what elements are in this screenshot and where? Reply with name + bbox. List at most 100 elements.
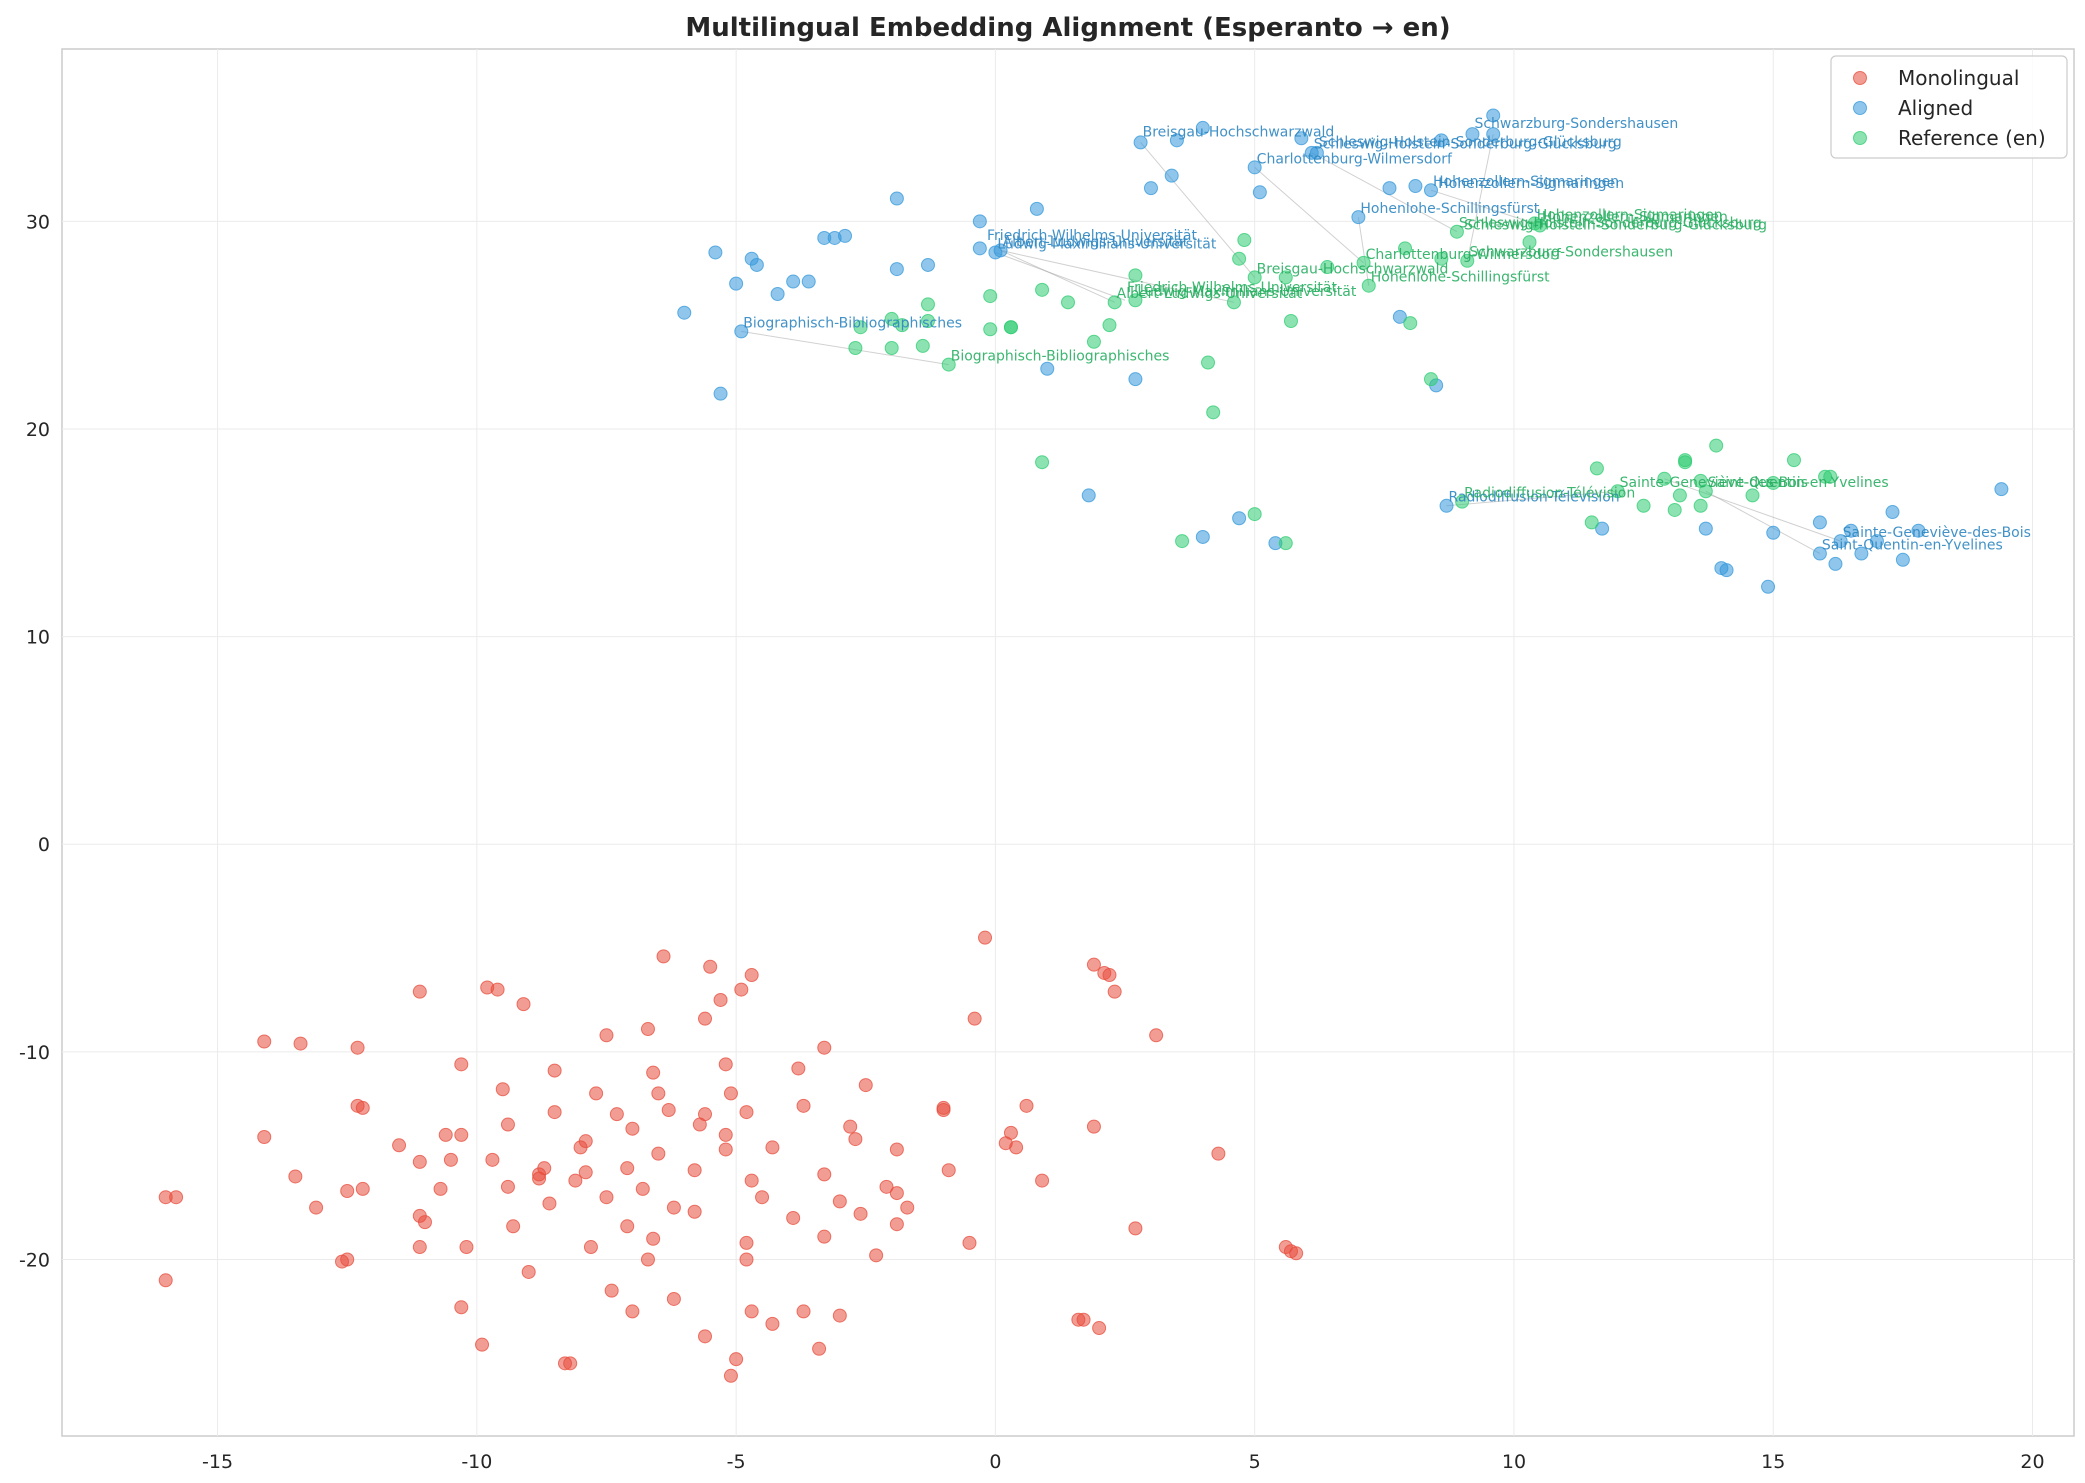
point-reference-en — [1766, 475, 1781, 490]
legend-label: Aligned — [1898, 96, 1973, 120]
point-label: Hohenlohe-Schillingsfürst — [1371, 270, 1550, 286]
point-aligned — [889, 191, 904, 206]
point-reference-en — [1460, 253, 1475, 268]
point-aligned — [1392, 309, 1407, 324]
point-reference-en — [1356, 255, 1371, 270]
point-monolingual — [1107, 984, 1122, 999]
connector-line — [1446, 490, 1618, 507]
point-aligned — [1408, 179, 1423, 194]
grid — [62, 49, 2074, 1436]
point-monolingual — [666, 1291, 681, 1306]
point-reference-en — [1678, 455, 1693, 470]
point-aligned — [1128, 372, 1143, 387]
connector-line — [1357, 217, 1370, 286]
legend-marker — [1853, 101, 1867, 115]
point-monolingual — [355, 1100, 370, 1115]
point-label: Schwarzburg-Sondershausen — [1469, 245, 1673, 261]
point-aligned — [1885, 505, 1900, 520]
point-reference-en — [1403, 316, 1418, 331]
point-monolingual — [656, 949, 671, 964]
point-label: Hohenzollern-Sigmaringen — [1438, 176, 1624, 192]
point-monolingual — [443, 1152, 458, 1167]
connector-line — [741, 330, 949, 366]
connector-line — [1000, 249, 1115, 303]
point-reference-en — [1128, 293, 1143, 308]
point-aligned — [1309, 145, 1324, 160]
point-reference-en — [1589, 461, 1604, 476]
point-monolingual — [817, 1229, 832, 1244]
point-reference-en — [1698, 484, 1713, 499]
point-label: Hohenlohe-Schillingsfürst — [1360, 201, 1539, 217]
point-aligned — [1143, 181, 1158, 196]
point-monolingual — [340, 1183, 355, 1198]
point-label: Schwarzburg-Sondershausen — [1474, 116, 1678, 132]
point-reference-en — [1672, 488, 1687, 503]
point-monolingual — [646, 1065, 661, 1080]
point-monolingual — [853, 1206, 868, 1221]
point-reference-en — [983, 289, 998, 304]
point-aligned — [972, 241, 987, 256]
point-monolingual — [698, 1011, 713, 1026]
point-reference-en — [1035, 455, 1050, 470]
point-monolingual — [718, 1127, 733, 1142]
point-aligned — [1423, 183, 1438, 198]
point-monolingual — [257, 1130, 272, 1145]
y-tick-label: -20 — [19, 1250, 50, 1272]
point-aligned — [1895, 552, 1910, 567]
y-tick-label: 20 — [26, 419, 50, 441]
point-monolingual — [889, 1217, 904, 1232]
point-label: Charlottenburg-Wilmersdorf — [1257, 151, 1453, 167]
point-monolingual — [1283, 1244, 1298, 1259]
point-monolingual — [589, 1086, 604, 1101]
point-monolingual — [734, 982, 749, 997]
x-tick-label: 15 — [1761, 1451, 1785, 1473]
point-label: Saint-Quentin-en-Yvelines — [1708, 475, 1889, 491]
connector-line — [1705, 490, 1821, 554]
point-monolingual — [900, 1200, 915, 1215]
point-monolingual — [1092, 1321, 1107, 1336]
point-monolingual — [698, 1329, 713, 1344]
point-aligned — [1833, 534, 1848, 549]
point-reference-en — [1061, 295, 1075, 310]
point-reference-en — [1657, 471, 1672, 486]
point-reference-en — [1201, 355, 1216, 370]
point-monolingual — [941, 1163, 956, 1178]
point-monolingual — [547, 1105, 562, 1120]
point-monolingual — [454, 1300, 469, 1315]
point-monolingual — [889, 1186, 904, 1201]
point-aligned — [1869, 534, 1884, 549]
point-monolingual — [309, 1200, 324, 1215]
point-aligned — [708, 245, 723, 260]
point-aligned — [1169, 133, 1184, 148]
point-monolingual — [967, 1011, 982, 1026]
point-monolingual — [739, 1252, 754, 1267]
point-aligned — [1382, 181, 1397, 196]
point-aligned — [1195, 120, 1210, 135]
point-monolingual — [599, 1190, 614, 1205]
point-monolingual — [490, 982, 505, 997]
point-reference-en — [983, 322, 998, 337]
point-reference-en — [1693, 498, 1708, 513]
point-aligned — [1812, 546, 1827, 561]
point-monolingual — [796, 1098, 811, 1113]
point-label: Saint-Quentin-en-Yvelines — [1822, 537, 2003, 553]
point-reference-en — [1102, 318, 1117, 333]
x-tick-label: 20 — [2020, 1451, 2044, 1473]
point-monolingual — [796, 1304, 811, 1319]
point-monolingual — [158, 1273, 173, 1288]
point-aligned — [713, 386, 728, 401]
x-tick-label: 0 — [989, 1451, 1001, 1473]
point-reference-en — [1398, 241, 1413, 256]
point-reference-en — [1278, 270, 1293, 285]
point-monolingual — [1003, 1125, 1018, 1140]
point-monolingual — [744, 1304, 759, 1319]
x-tick-label: -5 — [727, 1451, 746, 1473]
point-aligned — [677, 305, 692, 320]
point-aligned — [1439, 498, 1454, 513]
point-monolingual — [651, 1146, 666, 1161]
point-monolingual — [412, 984, 427, 999]
point-monolingual — [293, 1036, 308, 1051]
point-label: Hohenzollern-Sigmaringen — [1537, 207, 1723, 223]
point-reference-en — [1522, 235, 1537, 250]
point-monolingual — [392, 1138, 407, 1153]
